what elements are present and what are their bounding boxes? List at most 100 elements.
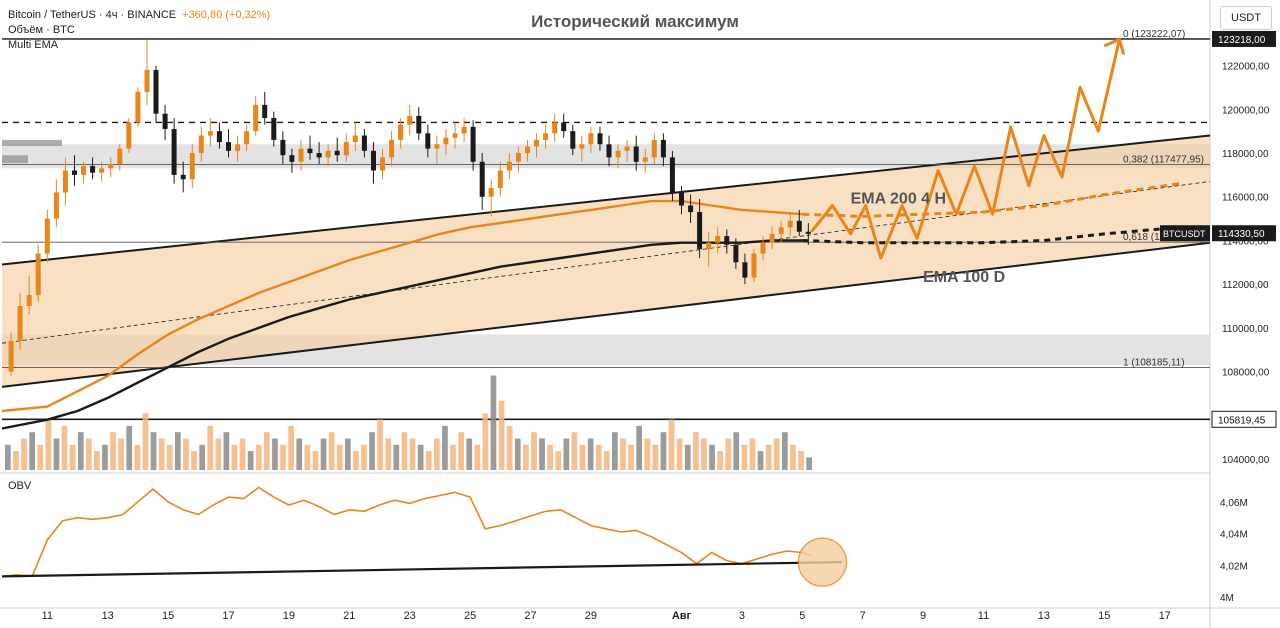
candle-body (198, 135, 204, 153)
candle-body (108, 164, 114, 169)
candle-body (226, 142, 231, 151)
price-tag-label: 123218,00 (1218, 35, 1266, 46)
volume-bar (239, 438, 246, 470)
candle-body (443, 137, 449, 145)
price-tick-label: 104000,00 (1222, 455, 1270, 466)
volume-bar (102, 444, 108, 470)
candle-body (380, 157, 385, 171)
candle-body (62, 170, 68, 193)
ema-line-3 (802, 225, 1180, 245)
candle-body (26, 295, 32, 306)
price-tick-label: 118000,00 (1222, 149, 1269, 160)
volume-bar (13, 451, 19, 470)
channel-upper-line (1, 134, 1211, 266)
ema-line-1 (802, 182, 1181, 218)
volume-bar (231, 444, 238, 470)
time-tick-label: 17 (1159, 610, 1171, 622)
candle-body (135, 91, 141, 123)
volume-bar (385, 438, 392, 470)
candle-body (606, 144, 612, 158)
candle-body (180, 174, 186, 180)
volume-bar (223, 432, 230, 470)
volume-bar (531, 432, 537, 470)
candle-body (787, 220, 793, 228)
volume-line: Объём · BTC (8, 24, 75, 36)
projection-arrowhead (1103, 37, 1125, 55)
candle-body (271, 118, 277, 140)
price-tick-label: 122000,00 (1222, 62, 1270, 73)
fib-label-3: 1 (108185,11) (1123, 358, 1185, 369)
volume-bar (563, 438, 570, 470)
volume-bar (523, 444, 529, 470)
volume-bar (37, 444, 44, 470)
volume-bar (684, 444, 691, 470)
volume-bar (401, 432, 408, 470)
time-tick-label: 5 (799, 610, 805, 622)
candle-body (262, 104, 268, 118)
volume-bar (620, 438, 626, 470)
ema-line-0 (1, 199, 803, 413)
candle-body (244, 131, 250, 145)
candle-body (398, 124, 404, 140)
candle-body (760, 242, 766, 254)
volume-bar (806, 457, 812, 470)
candle-body (570, 131, 576, 149)
candle-body (543, 133, 549, 140)
candle-body (751, 253, 757, 278)
candle-body (452, 133, 458, 138)
candle-body (99, 168, 105, 173)
candle-body (253, 104, 259, 132)
volume-bar (741, 444, 748, 470)
candle-body (389, 139, 395, 158)
volume-bar (199, 444, 205, 470)
candle-body (8, 341, 14, 372)
time-tick-label: 13 (102, 610, 114, 622)
candle-body (724, 236, 730, 245)
volume-bar (490, 375, 497, 470)
volume-bar (247, 451, 254, 470)
candle-body (633, 146, 639, 162)
candle-body (90, 166, 96, 173)
annotation-label-0: EMA 200 4 H (851, 190, 946, 207)
candle-body (506, 161, 512, 171)
price-change: +360,80 (+0,32%) (182, 9, 271, 21)
symbol-line: Bitcoin / TetherUS · 4ч · BINANCE (8, 9, 177, 21)
volume-bar (773, 438, 780, 470)
candle-body (497, 170, 503, 188)
price-tick-label: 110000,00 (1222, 324, 1269, 335)
volume-bar (701, 438, 707, 470)
candle-body (470, 126, 476, 162)
volume-bar (353, 451, 359, 470)
obv-tick-label: 4M (1220, 593, 1234, 604)
candle-body (778, 227, 784, 234)
time-tick-label: 13 (1038, 610, 1050, 622)
price-tick-label: 120000,00 (1222, 105, 1270, 116)
candle-body (515, 153, 521, 162)
volume-bar (466, 438, 473, 470)
volume-bar (498, 400, 505, 470)
time-tick-label: 7 (860, 610, 866, 622)
volume-bar (757, 451, 764, 470)
candle-body (597, 133, 603, 145)
obv-tick-label: 4,06M (1220, 498, 1248, 509)
volume-bar (458, 432, 464, 470)
currency-button[interactable]: USDT (1220, 6, 1272, 30)
candle-body (534, 139, 539, 147)
candle-body (425, 133, 431, 149)
time-tick-label: 25 (464, 610, 476, 622)
volume-bar (166, 444, 173, 470)
volume-bar (361, 444, 367, 470)
volume-bar (296, 438, 303, 470)
candle-body (352, 135, 358, 143)
volume-bar (709, 444, 715, 470)
candle-body (371, 150, 376, 171)
candle-body (688, 205, 694, 213)
volume-bar (749, 438, 756, 470)
candle-body (53, 192, 59, 219)
volume-bar (369, 432, 375, 470)
volume-bar (280, 444, 286, 470)
volume-bar (134, 444, 141, 470)
volume-bar (21, 438, 27, 470)
time-tick-label: 3 (739, 610, 745, 622)
